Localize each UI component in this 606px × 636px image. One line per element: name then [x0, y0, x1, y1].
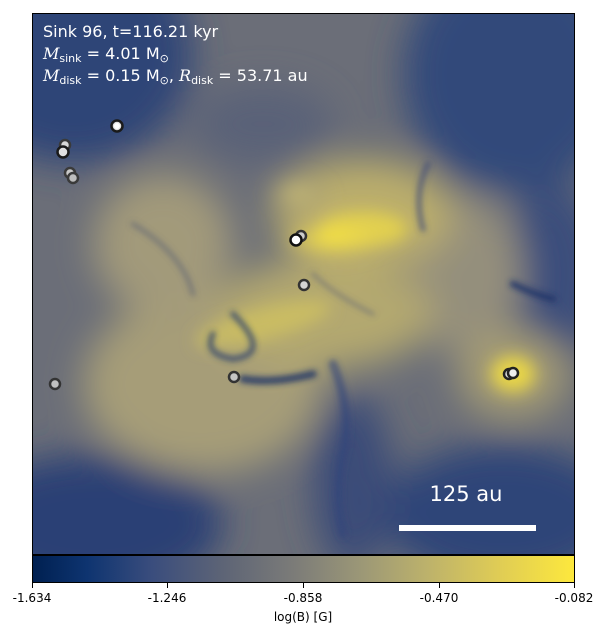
magnetic-field-map: Sink 96, t=116.21 kyr Msink = 4.01 M⊙ Md… — [32, 13, 575, 555]
dark-filaments — [130, 161, 557, 539]
sink-marker — [289, 233, 303, 247]
sink-mass: Msink = 4.01 M⊙ — [43, 44, 169, 65]
sink-marker — [114, 123, 120, 129]
sink-marker — [297, 278, 311, 292]
sink-particles — [48, 119, 520, 391]
colorbar-tick-label: -0.470 — [419, 591, 459, 605]
colorbar-tick — [167, 583, 168, 588]
sink-marker — [506, 366, 520, 380]
sink-marker — [66, 171, 80, 185]
bright-filaments — [195, 172, 535, 392]
scale-bar-label: 125 au — [429, 482, 503, 506]
sink-title: Sink 96, t=116.21 kyr — [43, 22, 219, 41]
colorbar-tick — [303, 583, 304, 588]
colorbar-tick-label: -1.246 — [147, 591, 187, 605]
map-image — [33, 14, 574, 554]
colorbar-tick-label: -0.858 — [283, 591, 323, 605]
sink-marker — [227, 370, 241, 384]
colorbar-tick — [574, 583, 575, 588]
colorbar-tick — [439, 583, 440, 588]
colorbar-tick — [32, 583, 33, 588]
colorbar — [32, 555, 575, 583]
colorbar-tick-label: -1.634 — [12, 591, 52, 605]
colorbar-tick-label: -0.082 — [554, 591, 594, 605]
scale-bar — [399, 525, 536, 531]
sink-marker — [56, 145, 70, 159]
disk-properties: Mdisk = 0.15 M⊙, Rdisk = 53.71 au — [43, 66, 308, 87]
sink-marker — [48, 377, 62, 391]
colorbar-label: log(B) [G] — [273, 610, 333, 624]
